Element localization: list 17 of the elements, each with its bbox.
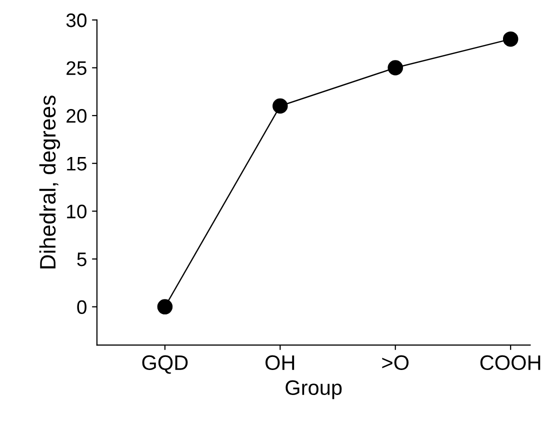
point <box>388 60 404 76</box>
x-tick-label: >O <box>382 355 409 370</box>
y-tick-label: 5 <box>77 252 86 266</box>
y-tick-label: 0 <box>77 300 86 314</box>
x-axis-title: Group <box>286 380 342 400</box>
x-tick-label: GQD <box>142 355 188 374</box>
y-tick-label: 30 <box>66 13 86 28</box>
x-tick-label: OH <box>266 355 294 370</box>
point <box>502 31 518 47</box>
y-tick-label: 10 <box>67 204 86 218</box>
x-tick-label: COOH <box>480 355 540 370</box>
y-axis-title: Dihedral, degrees <box>39 96 60 268</box>
y-tick-label: 25 <box>66 61 86 76</box>
y-tick-label: 15 <box>67 157 86 171</box>
point <box>157 299 173 314</box>
y-tick-label: 20 <box>66 109 86 123</box>
point <box>272 98 288 114</box>
